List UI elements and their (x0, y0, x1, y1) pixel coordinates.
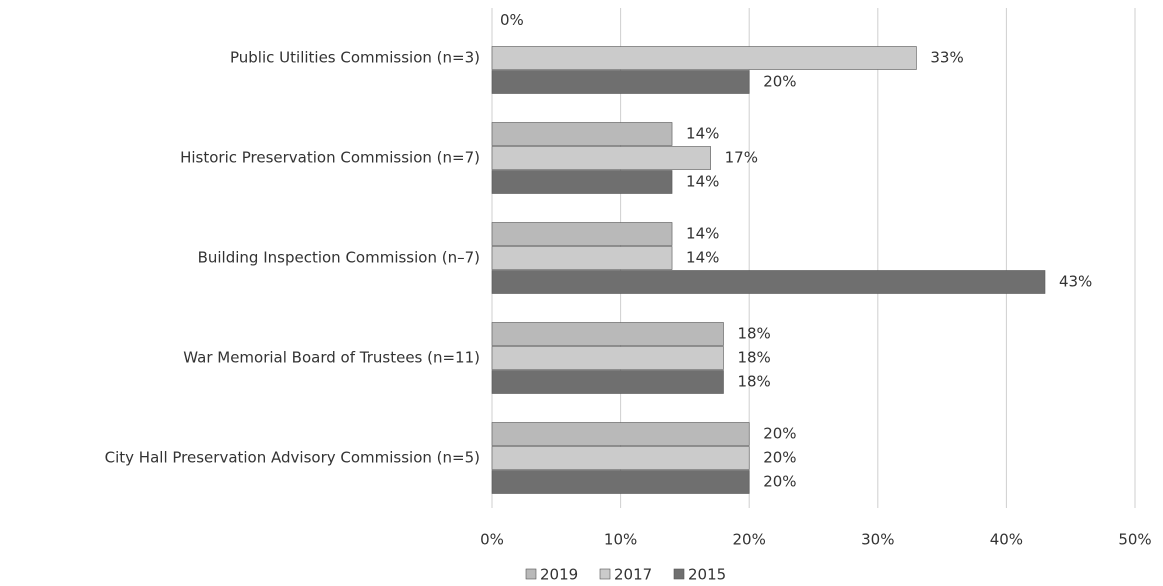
bar (491, 170, 673, 194)
bar (491, 346, 724, 370)
legend-label: 2015 (688, 566, 726, 584)
bar (491, 270, 1046, 294)
value-label: 18% (737, 325, 770, 343)
value-label: 17% (725, 149, 758, 167)
category-label: War Memorial Board of Trustees (n=11) (183, 349, 480, 367)
legend-label: 2019 (540, 566, 578, 584)
bar (491, 70, 750, 94)
value-label: 14% (686, 249, 719, 267)
category-label: City Hall Preservation Advisory Commissi… (105, 449, 480, 467)
bar (491, 446, 750, 470)
bar (491, 246, 673, 270)
value-label: 14% (686, 125, 719, 143)
category-label: Historic Preservation Commission (n=7) (180, 149, 480, 167)
value-label: 20% (763, 73, 796, 91)
value-label: 20% (763, 473, 796, 491)
bar (491, 46, 917, 70)
legend-swatch (599, 568, 611, 580)
x-tick-label: 20% (733, 531, 766, 549)
category-label: Public Utilities Commission (n=3) (230, 49, 480, 67)
bar (491, 122, 673, 146)
value-label: 18% (737, 373, 770, 391)
category-label: Building Inspection Commission (n–7) (198, 249, 480, 267)
bar (491, 146, 711, 170)
value-label: 14% (686, 225, 719, 243)
bar (491, 422, 750, 446)
bar (491, 222, 673, 246)
bar (491, 370, 724, 394)
value-label: 43% (1059, 273, 1092, 291)
legend-label: 2017 (614, 566, 652, 584)
x-tick-label: 10% (604, 531, 637, 549)
legend-swatch (673, 568, 685, 580)
value-label: 20% (763, 449, 796, 467)
bar (491, 470, 750, 494)
value-label: 33% (930, 49, 963, 67)
x-tick-label: 40% (990, 531, 1023, 549)
value-label: 18% (737, 349, 770, 367)
legend-swatch (525, 568, 537, 580)
value-label: 14% (686, 173, 719, 191)
bar (491, 322, 724, 346)
x-tick-label: 0% (480, 531, 504, 549)
x-tick-label: 30% (861, 531, 894, 549)
value-label: 20% (763, 425, 796, 443)
x-tick-label: 50% (1118, 531, 1151, 549)
value-label: 0% (500, 11, 524, 29)
